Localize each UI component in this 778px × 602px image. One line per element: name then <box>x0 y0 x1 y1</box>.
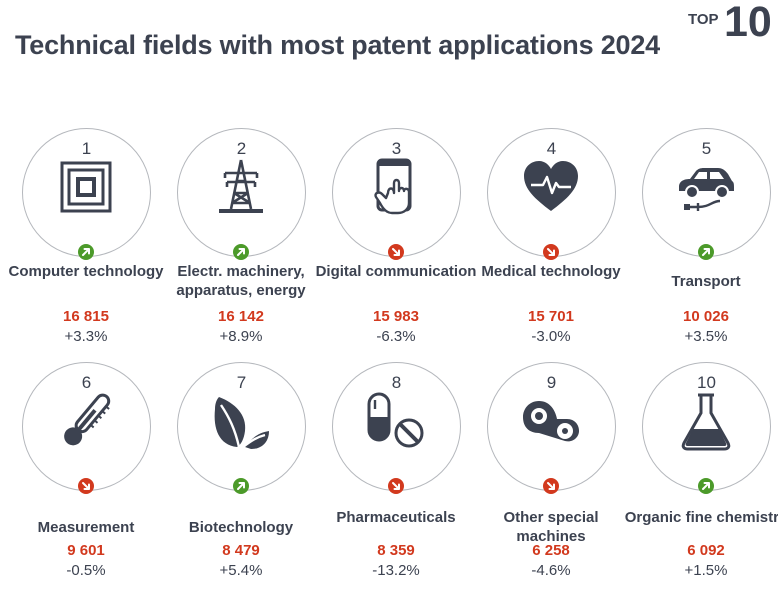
trend-down-icon <box>78 478 94 494</box>
application-count: 16 142 <box>171 308 311 325</box>
chip-icon <box>56 157 116 217</box>
rank-number: 4 <box>488 139 615 159</box>
percent-change: -0.5% <box>16 562 156 579</box>
top10-badge: TOP 10 <box>688 6 773 51</box>
field-card: 9Other special machines6 258-4.6% <box>481 362 631 602</box>
application-count: 10 026 <box>636 308 776 325</box>
application-count: 15 983 <box>326 308 466 325</box>
trend-up-icon <box>233 478 249 494</box>
rank-number: 9 <box>488 373 615 393</box>
field-circle: 3 <box>332 128 461 257</box>
rank-number: 2 <box>178 139 305 159</box>
machine-gears-icon <box>521 391 581 451</box>
field-label: Biotechnology <box>159 518 323 537</box>
rank-number: 7 <box>178 373 305 393</box>
rank-number: 3 <box>333 139 460 159</box>
field-label: Transport <box>624 272 778 291</box>
trend-down-icon <box>543 244 559 260</box>
field-label: Computer technology <box>4 262 168 281</box>
field-circle: 10 <box>642 362 771 491</box>
field-circle: 1 <box>22 128 151 257</box>
field-card: 2Electr. machinery, apparatus, energy16 … <box>171 128 321 368</box>
trend-up-icon <box>233 244 249 260</box>
flask-icon <box>676 391 736 451</box>
field-circle: 4 <box>487 128 616 257</box>
badge-top-label: TOP <box>688 11 719 28</box>
field-label: Measurement <box>4 518 168 537</box>
field-card: 7Biotechnology8 479+5.4% <box>171 362 321 602</box>
trend-down-icon <box>388 478 404 494</box>
field-label: Pharmaceuticals <box>314 508 478 527</box>
page-title: Technical fields with most patent applic… <box>15 30 660 61</box>
rank-number: 10 <box>643 373 770 393</box>
rank-number: 5 <box>643 139 770 159</box>
trend-up-icon <box>78 244 94 260</box>
field-circle: 5 <box>642 128 771 257</box>
field-card: 5Transport10 026+3.5% <box>636 128 778 368</box>
field-card: 10Organic fine chemistry6 092+1.5% <box>636 362 778 602</box>
heart-pulse-icon <box>521 157 581 217</box>
leaves-icon <box>211 391 271 451</box>
percent-change: +3.5% <box>636 328 776 345</box>
trend-down-icon <box>543 478 559 494</box>
field-circle: 2 <box>177 128 306 257</box>
trend-up-icon <box>698 478 714 494</box>
rank-number: 1 <box>23 139 150 159</box>
percent-change: +8.9% <box>171 328 311 345</box>
percent-change: +5.4% <box>171 562 311 579</box>
thermometer-icon <box>56 391 116 451</box>
percent-change: -3.0% <box>481 328 621 345</box>
percent-change: +1.5% <box>636 562 776 579</box>
trend-up-icon <box>698 244 714 260</box>
field-label: Electr. machinery, apparatus, energy <box>159 262 323 300</box>
field-card: 1Computer technology16 815+3.3% <box>16 128 166 368</box>
rank-number: 8 <box>333 373 460 393</box>
field-circle: 6 <box>22 362 151 491</box>
field-circle: 7 <box>177 362 306 491</box>
field-circle: 9 <box>487 362 616 491</box>
percent-change: -6.3% <box>326 328 466 345</box>
field-card: 6Measurement9 601-0.5% <box>16 362 166 602</box>
application-count: 16 815 <box>16 308 156 325</box>
field-label: Medical technology <box>469 262 633 281</box>
application-count: 6 092 <box>636 542 776 559</box>
rank-number: 6 <box>23 373 150 393</box>
field-card: 4Medical technology15 701-3.0% <box>481 128 631 368</box>
field-label: Digital communication <box>314 262 478 281</box>
badge-number: 10 <box>724 1 772 44</box>
application-count: 8 479 <box>171 542 311 559</box>
field-circle: 8 <box>332 362 461 491</box>
application-count: 9 601 <box>16 542 156 559</box>
percent-change: +3.3% <box>16 328 156 345</box>
power-pylon-icon <box>211 157 271 217</box>
electric-car-icon <box>676 157 736 217</box>
percent-change: -4.6% <box>481 562 621 579</box>
application-count: 6 258 <box>481 542 621 559</box>
pills-icon <box>366 391 426 451</box>
application-count: 8 359 <box>326 542 466 559</box>
smartphone-hand-icon <box>366 157 426 217</box>
field-card: 8Pharmaceuticals8 359-13.2% <box>326 362 476 602</box>
percent-change: -13.2% <box>326 562 466 579</box>
field-label: Other special machines <box>469 508 633 546</box>
application-count: 15 701 <box>481 308 621 325</box>
field-label: Organic fine chemistry <box>624 508 778 527</box>
field-card: 3Digital communication15 983-6.3% <box>326 128 476 368</box>
trend-down-icon <box>388 244 404 260</box>
